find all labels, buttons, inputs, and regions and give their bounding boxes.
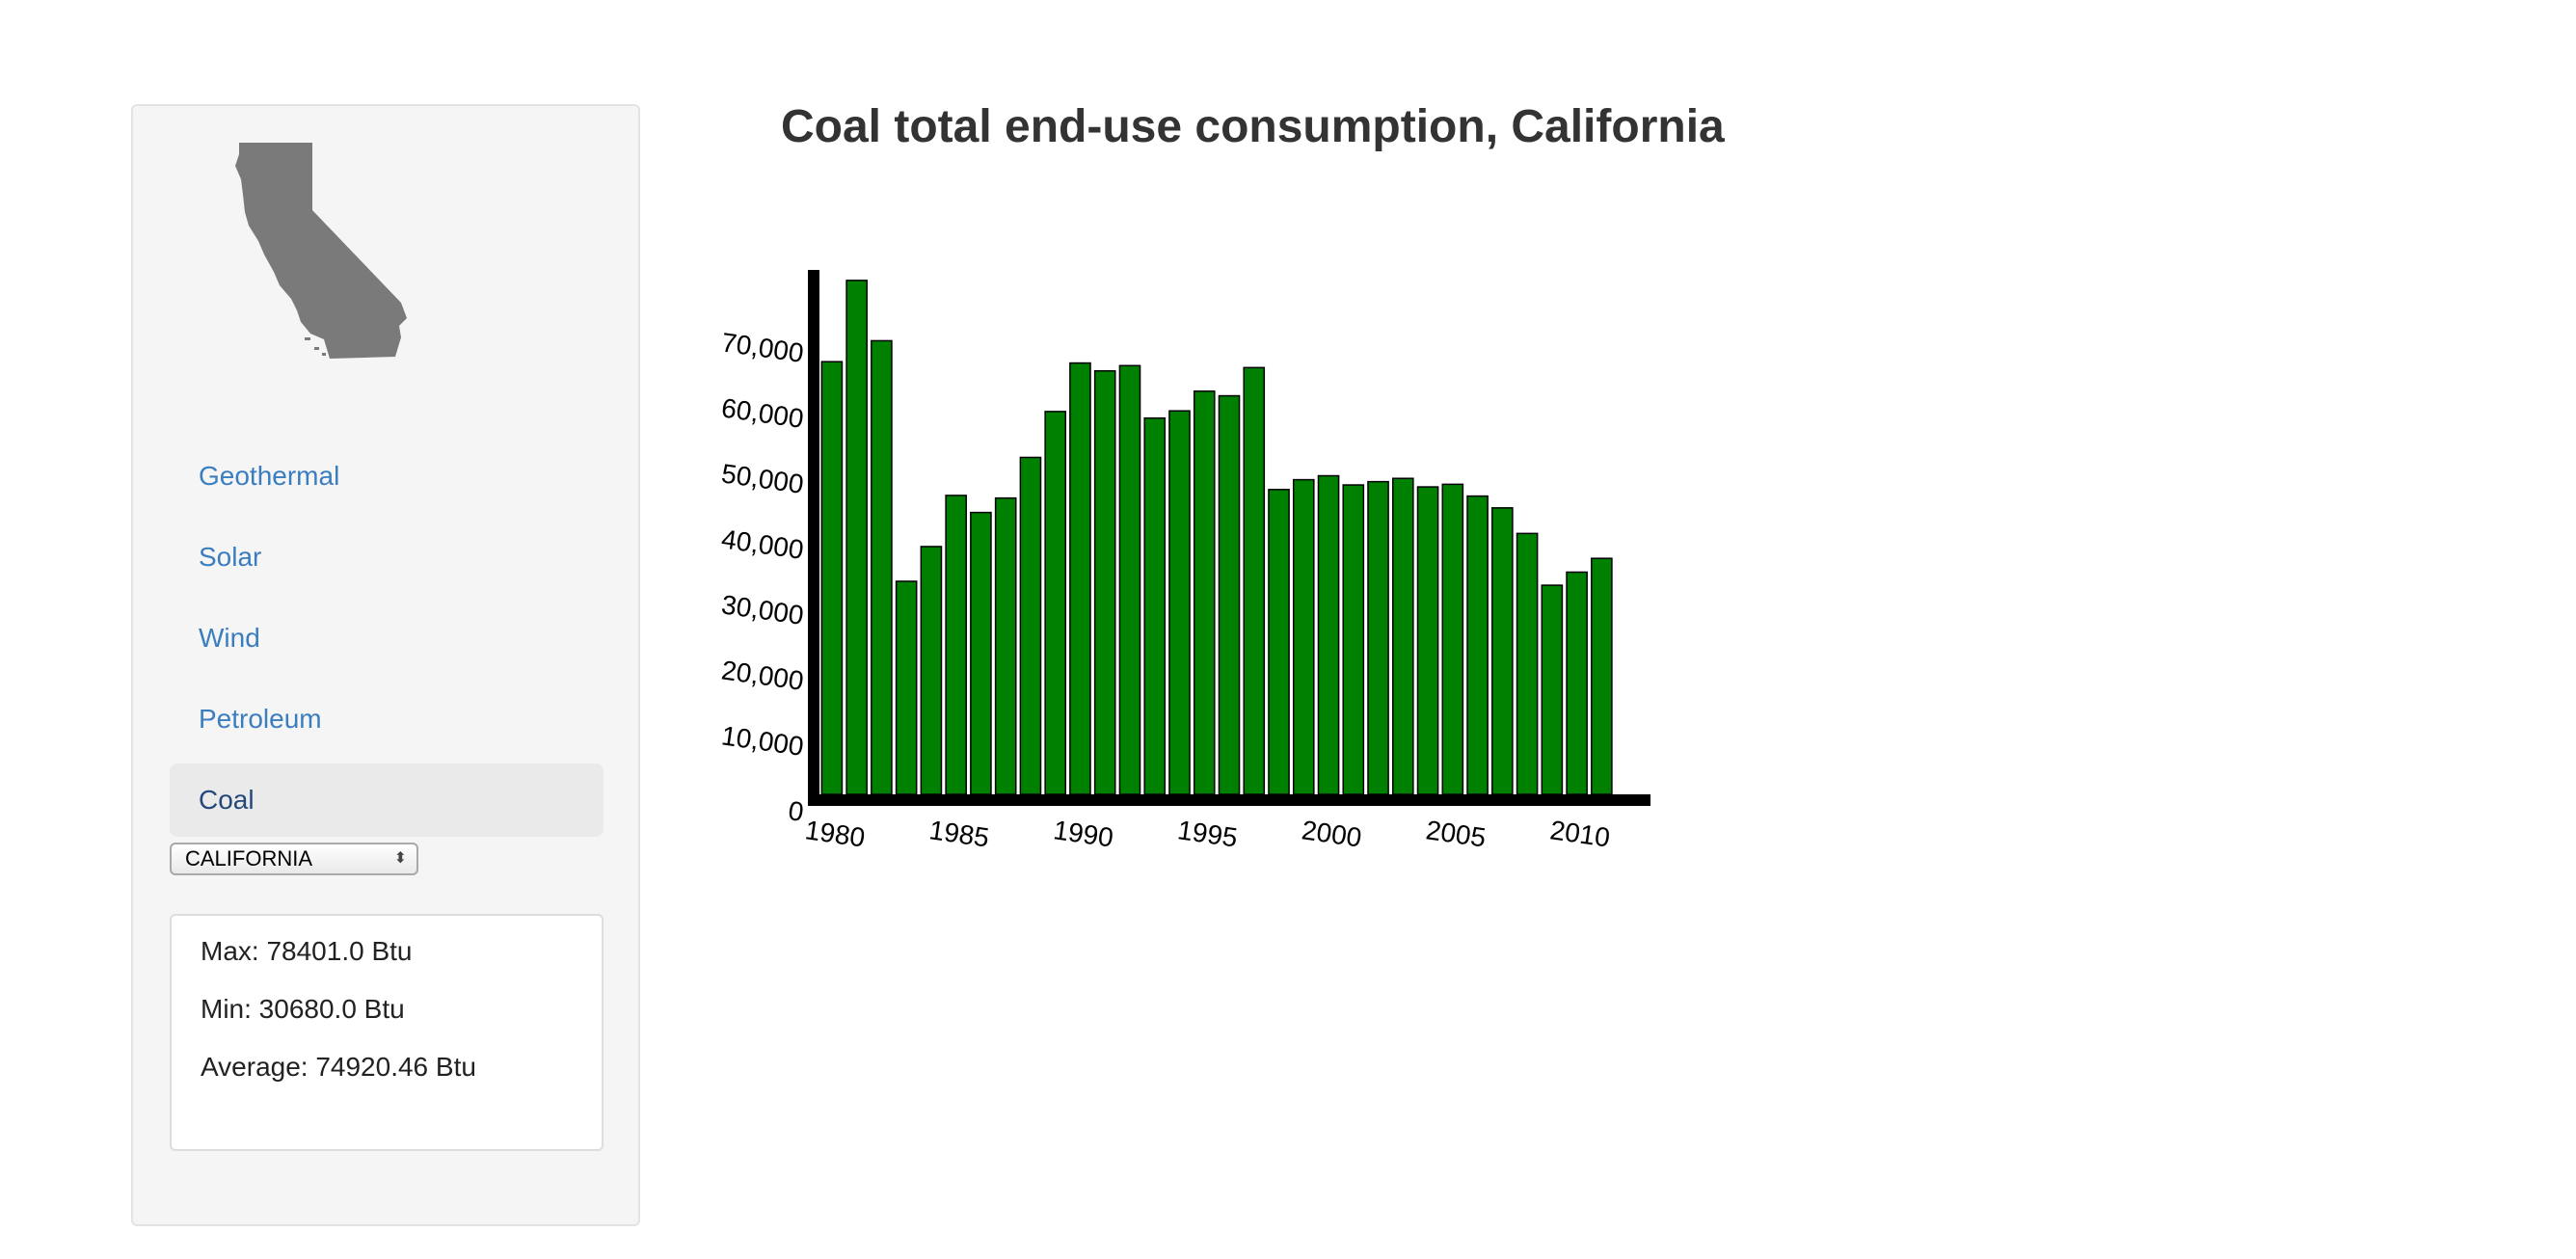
bar-1986 [970, 511, 992, 795]
california-state-map [235, 143, 407, 359]
x-tick-label: 1995 [1176, 815, 1240, 852]
y-tick-label: 0 [787, 795, 806, 827]
x-tick-label: 2000 [1300, 815, 1363, 852]
bar-2003 [1391, 477, 1414, 795]
stat-max: Max: 78401.0 Btu [201, 936, 413, 966]
bar-2005 [1441, 483, 1464, 795]
bar-2011 [1591, 557, 1613, 795]
bar-2009 [1541, 584, 1564, 795]
bar-2002 [1367, 480, 1389, 795]
bar-1981 [845, 280, 868, 795]
select-arrows-icon: ⬍ [393, 850, 407, 867]
chart-title: Coal total end-use consumption, Californ… [781, 101, 1725, 152]
y-tick-label: 30,000 [719, 589, 805, 630]
x-tick-label: 1990 [1052, 815, 1115, 852]
energy-source-nav: Geothermal Solar Wind Petroleum Coal [170, 440, 604, 844]
y-tick-label: 60,000 [719, 392, 805, 434]
stat-min: Min: 30680.0 Btu [201, 994, 405, 1024]
bar-1982 [871, 339, 893, 795]
nav-item-petroleum[interactable]: Petroleum [199, 704, 322, 734]
bar-1993 [1143, 416, 1167, 795]
bar-2004 [1416, 486, 1439, 795]
y-tick-label: 50,000 [719, 458, 805, 499]
bar-1994 [1168, 410, 1191, 795]
bar-1997 [1243, 366, 1266, 795]
bar-1987 [994, 496, 1017, 795]
bar-2001 [1342, 484, 1365, 795]
y-tick-label: 40,000 [719, 523, 805, 565]
bar-1998 [1268, 489, 1290, 795]
nav-item-coal[interactable]: Coal [170, 763, 604, 837]
nav-item-wind[interactable]: Wind [199, 623, 260, 653]
bar-1990 [1069, 362, 1091, 795]
bar-1983 [895, 580, 918, 795]
bar-2006 [1466, 495, 1489, 795]
stat-average: Average: 74920.46 Btu [201, 1052, 476, 1082]
y-tick-label: 20,000 [719, 655, 805, 696]
bar-1980 [820, 361, 844, 795]
bar-1989 [1044, 411, 1067, 795]
bar-chart: 0 10,000 20,000 30,000 40,000 50,000 60,000 70,… [719, 270, 1650, 853]
bar-1992 [1118, 364, 1141, 795]
stats-panel: Max: 78401.0 Btu Min: 30680.0 Btu Averag… [170, 914, 604, 1151]
x-tick-label: 1985 [927, 815, 991, 852]
bar-1988 [1019, 456, 1042, 795]
bar-2000 [1317, 474, 1340, 795]
y-tick-label: 70,000 [719, 327, 805, 368]
bar-1985 [945, 495, 967, 795]
bar-1995 [1193, 390, 1216, 795]
state-select-value: CALIFORNIA [185, 846, 313, 871]
bar-2007 [1491, 507, 1514, 795]
sidebar: Geothermal Solar Wind Petroleum Coal CAL… [131, 104, 640, 1226]
state-select[interactable]: CALIFORNIA ⬍ [170, 843, 418, 875]
nav-item-solar[interactable]: Solar [199, 542, 262, 572]
bar-2010 [1566, 571, 1588, 795]
bar-1991 [1093, 369, 1116, 795]
bar-1999 [1292, 478, 1315, 795]
x-tick-label: 2005 [1424, 815, 1488, 852]
y-tick-label: 10,000 [719, 720, 805, 762]
bar-1996 [1218, 394, 1241, 795]
nav-item-geothermal[interactable]: Geothermal [199, 461, 340, 491]
x-tick-label: 1980 [803, 815, 867, 852]
bar-2008 [1516, 532, 1539, 795]
bar-1984 [920, 546, 943, 795]
x-tick-label: 2010 [1548, 815, 1612, 852]
